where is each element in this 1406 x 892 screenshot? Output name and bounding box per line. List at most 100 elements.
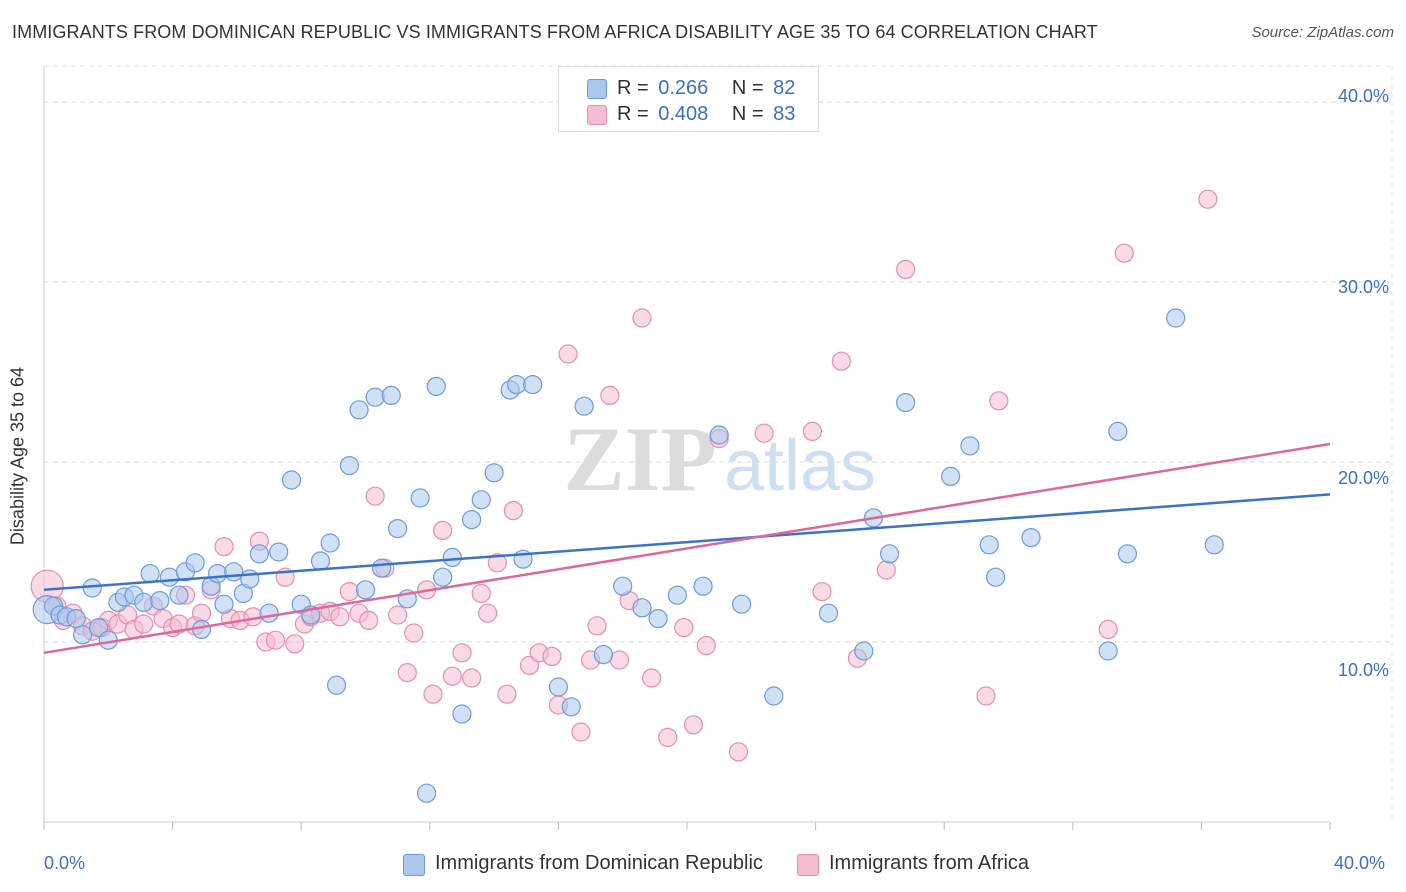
point-dominican: [208, 563, 228, 584]
point-dominican: [1166, 308, 1186, 328]
point-africa: [1198, 189, 1218, 209]
point-dominican: [484, 463, 504, 483]
point-dominican: [879, 544, 900, 564]
point-dominican: [349, 400, 369, 420]
point-dominican: [764, 686, 784, 706]
bottom-legend-swatch-pink: [797, 854, 819, 876]
legend-n-value: 83: [773, 103, 796, 125]
point-dominican: [150, 590, 170, 611]
point-africa: [542, 646, 562, 667]
point-dominican: [854, 641, 874, 661]
point-dominican: [1117, 544, 1138, 564]
point-africa: [285, 634, 305, 654]
point-africa: [134, 614, 154, 634]
point-africa: [609, 650, 630, 670]
series-dominican-points: [32, 308, 1224, 803]
point-dominican: [339, 456, 360, 476]
point-dominican: [1108, 421, 1128, 441]
point-africa: [423, 684, 443, 704]
point-dominican: [72, 625, 93, 645]
point-dominican: [310, 551, 331, 571]
grid-lines: [44, 65, 1393, 822]
point-africa: [497, 684, 517, 704]
point-africa: [976, 686, 996, 706]
point-africa: [696, 635, 716, 656]
point-dominican: [140, 563, 160, 584]
point-dominican: [326, 675, 347, 695]
legend-n-value: 82: [773, 77, 796, 99]
point-dominican: [574, 396, 594, 416]
point-africa: [452, 643, 472, 663]
point-dominican: [224, 562, 244, 582]
point-dominican: [371, 558, 392, 578]
point-africa: [896, 259, 916, 279]
point-dominican: [442, 547, 462, 568]
point-dominican: [269, 542, 289, 562]
point-africa: [191, 603, 212, 623]
legend-r-label: R =: [617, 103, 649, 125]
x-tick-label-0: 0.0%: [44, 853, 86, 873]
point-dominican: [169, 585, 189, 605]
point-dominican: [320, 533, 340, 553]
point-dominican: [960, 436, 980, 456]
watermark-atlas: atlas: [724, 426, 876, 506]
point-africa: [365, 486, 385, 506]
point-dominican: [561, 697, 581, 717]
point-dominican: [732, 594, 752, 614]
legend-r-value: 0.266: [658, 77, 709, 99]
point-dominican: [709, 425, 729, 445]
point-africa: [658, 727, 678, 748]
point-africa: [442, 666, 462, 686]
point-dominican: [979, 535, 999, 555]
source-label: Source: ZipAtlas.com: [1251, 24, 1394, 41]
trend-line-dominican: [43, 493, 1331, 592]
point-africa: [642, 668, 662, 688]
point-africa: [503, 501, 523, 521]
point-africa: [812, 581, 832, 602]
point-dominican: [593, 644, 614, 665]
point-africa: [802, 421, 822, 441]
point-dominican: [259, 603, 279, 623]
y-tick-label-30: 30.0%: [1338, 277, 1390, 297]
point-dominican: [416, 783, 437, 803]
legend-n-label: N =: [731, 77, 764, 99]
point-africa: [487, 553, 507, 573]
watermark-zip: ZIP: [563, 408, 716, 510]
point-africa: [339, 581, 360, 602]
x-tick-label-40: 40.0%: [1334, 853, 1386, 873]
point-dominican: [941, 466, 961, 486]
correlation-legend: R = 0.266 N = 82 R = 0.408 N = 83: [558, 66, 819, 132]
point-dominican: [410, 488, 430, 508]
point-dominican: [159, 567, 179, 587]
chart-title: IMMIGRANTS FROM DOMINICAN REPUBLIC VS IM…: [12, 22, 1098, 42]
point-africa: [214, 536, 234, 557]
point-dominican: [1204, 535, 1224, 555]
point-africa: [558, 344, 578, 364]
point-africa: [478, 603, 498, 623]
watermark: ZIP atlas: [563, 408, 876, 510]
point-africa: [359, 610, 379, 631]
point-africa: [433, 520, 453, 541]
axes: [43, 66, 1331, 830]
point-dominican: [471, 490, 491, 510]
point-dominican: [82, 578, 102, 598]
point-dominican: [523, 375, 543, 395]
point-dominican: [381, 385, 401, 405]
point-africa: [876, 560, 896, 580]
point-africa: [471, 583, 491, 604]
y-tick-label-20: 20.0%: [1338, 468, 1390, 488]
point-dominican: [433, 567, 453, 587]
point-dominican: [548, 677, 569, 697]
point-dominican: [896, 393, 916, 413]
point-dominican: [388, 518, 408, 539]
point-africa: [600, 385, 620, 405]
y-axis-label: Disability Age 35 to 64: [7, 366, 28, 546]
point-dominican: [66, 608, 86, 629]
point-dominican: [818, 603, 839, 623]
point-africa: [587, 616, 607, 636]
point-dominican: [1021, 527, 1041, 548]
point-africa: [265, 630, 286, 650]
legend-swatch-pink: [587, 105, 607, 125]
point-africa: [674, 617, 694, 638]
point-dominican: [249, 544, 270, 564]
